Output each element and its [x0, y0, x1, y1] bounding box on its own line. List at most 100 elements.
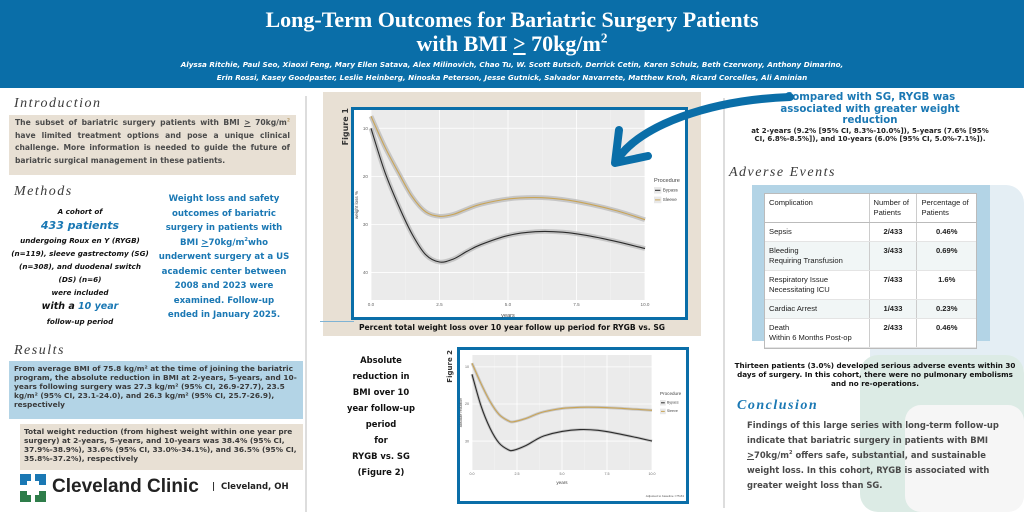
complication-name: Sepsis: [769, 227, 792, 236]
adverse-events-heading: Adverse Events: [729, 165, 836, 180]
percentage-cell: 0.69%: [916, 241, 976, 271]
number-cell: 1/433: [869, 299, 918, 319]
complication-name: Cardiac Arrest: [769, 304, 818, 313]
intro-text: >: [244, 118, 251, 127]
location-text: Cleveland, OH: [221, 482, 289, 492]
percentage-cell: 0.46%: [916, 222, 976, 242]
fig-line-decor: [320, 321, 354, 322]
column-divider: [723, 98, 725, 508]
methods-text: >: [201, 237, 209, 248]
figure2-side-text: Absolute reduction in BMI over 10 year f…: [340, 352, 422, 480]
cohort-text: with a: [41, 301, 79, 312]
logo-text: Cleveland Clinic: [52, 476, 199, 497]
title-part: 2: [600, 30, 608, 46]
complication-detail: Requiring Transfusion: [769, 256, 843, 265]
figure-label: Figure 2: [446, 350, 454, 383]
figure1-caption: Percent total weight loss over 10 year f…: [358, 323, 666, 332]
methods-cohort: A cohort of 433 patients undergoing Roux…: [10, 205, 150, 328]
adverse-events-note: Thirteen patients (3.0%) developed serio…: [734, 361, 1016, 388]
methods-text: Weight loss and safety outcomes of baria…: [165, 194, 283, 248]
table-row: Death Within 6 Months Post-op 2/433 0.46%: [765, 318, 976, 348]
column-header: Number of Patients: [869, 194, 918, 223]
complication-detail: Necessitating ICU: [769, 285, 830, 294]
figure2-frame: [457, 347, 689, 504]
methods-summary: Weight loss and safety outcomes of baria…: [158, 192, 290, 323]
conclusion-part: Findings of this large series with long-…: [747, 420, 999, 445]
cohort-followup: with a 10 year: [10, 299, 150, 315]
authors-line: Alyssa Ritchie, Paul Seo, Xiaoxi Feng, M…: [180, 60, 844, 69]
number-cell: 2/433: [869, 318, 918, 348]
fig2-text: year follow-up: [347, 403, 415, 413]
comparison-callout: Compared with SG, RYGB was associated wi…: [748, 92, 992, 144]
cohort-patients: 433 patients: [40, 219, 120, 232]
table-row: Sepsis 2/433 0.46%: [765, 222, 976, 242]
adverse-events-table: Complication Number of Patients Percenta…: [764, 193, 977, 349]
results-weight-box: Total weight reduction (from highest wei…: [20, 424, 303, 470]
conclusion-heading: Conclusion: [737, 398, 819, 413]
cohort-text: A cohort of: [57, 207, 103, 216]
cleveland-clinic-logo: Cleveland Clinic | Cleveland, OH: [20, 474, 290, 504]
cohort-text: follow-up period: [46, 317, 114, 326]
complication-cell: Sepsis: [765, 222, 870, 242]
fig2-text: for: [374, 435, 388, 445]
methods-text: 2: [244, 236, 249, 243]
fig2-text: BMI over 10: [352, 387, 410, 397]
complication-name: Bleeding: [769, 246, 799, 255]
intro-text: The subset of bariatric surgery patients…: [15, 118, 245, 127]
decorative-logo-square: [905, 405, 1024, 512]
figure1-frame: [351, 107, 688, 320]
column-divider: [305, 96, 307, 512]
title-line-2: with BMI > 70kg/m2: [0, 32, 1024, 56]
methods-text: 70kg/m: [208, 237, 245, 248]
introduction-heading: Introduction: [14, 96, 102, 111]
cohort-details: undergoing Roux en Y (RYGB) (n=119), sle…: [11, 236, 149, 284]
methods-heading: Methods: [14, 184, 73, 199]
number-cell: 3/433: [869, 241, 918, 271]
complication-name: Death: [769, 323, 790, 332]
table-row: Bleeding Requiring Transfusion 3/433 0.69%: [765, 241, 976, 271]
title-part: 70kg/m: [525, 31, 601, 56]
number-cell: 2/433: [869, 222, 918, 242]
complication-detail: Within 6 Months Post-op: [769, 333, 852, 342]
title-line-1: Long-Term Outcomes for Bariatric Surgery…: [265, 7, 759, 32]
authors-line: Erin Rossi, Kasey Goodpaster, Leslie Hei…: [216, 73, 808, 82]
conclusion-text: Findings of this large series with long-…: [747, 418, 1013, 493]
complication-cell: Cardiac Arrest: [765, 299, 870, 319]
fig2-text: RYGB vs. SG: [352, 451, 410, 461]
percentage-cell: 0.23%: [916, 299, 976, 319]
column-header: Percentage of Patients: [916, 194, 976, 223]
complication-cell: Bleeding Requiring Transfusion: [765, 241, 870, 271]
fig2-text: reduction in: [352, 371, 410, 381]
poster-header: Long-Term Outcomes for Bariatric Surgery…: [0, 0, 1024, 88]
authors: Alyssa Ritchie, Paul Seo, Xiaoxi Feng, M…: [60, 58, 964, 84]
conclusion-part: >: [747, 450, 755, 460]
cohort-years: 10 year: [78, 301, 119, 312]
title-part: >: [513, 31, 526, 56]
title-part: with BMI: [416, 31, 514, 56]
cleveland-clinic-logo-icon: [20, 474, 46, 502]
introduction-box: The subset of bariatric surgery patients…: [9, 115, 296, 175]
complication-cell: Death Within 6 Months Post-op: [765, 318, 870, 348]
intro-text: 70kg/m: [250, 118, 287, 127]
column-header: Complication: [765, 194, 870, 223]
percentage-cell: 0.46%: [916, 318, 976, 348]
results-heading: Results: [14, 343, 65, 358]
fig2-text: (Figure 2): [357, 467, 405, 477]
table-row: Cardiac Arrest 1/433 0.23%: [765, 299, 976, 319]
fig2-text: period: [365, 419, 397, 429]
complication-cell: Respiratory Issue Necessitating ICU: [765, 270, 870, 300]
intro-text: 2: [286, 118, 290, 124]
poster-title: Long-Term Outcomes for Bariatric Surgery…: [0, 8, 1024, 56]
conclusion-part: 2: [789, 450, 793, 457]
callout-detail: at 2-years (9.2% [95% CI, 8.3%-10.0%]), …: [751, 126, 989, 144]
intro-text: have limited treatment options and pose …: [15, 130, 290, 165]
percentage-cell: 1.6%: [916, 270, 976, 300]
methods-text: who underwent surgery at a US academic c…: [158, 237, 290, 321]
conclusion-part: offers safe, substantial, and sustainabl…: [747, 450, 990, 490]
results-bmi-box: From average BMI of 75.8 kg/m² at the ti…: [9, 361, 303, 419]
table-row: Respiratory Issue Necessitating ICU 7/433 1…: [765, 270, 976, 300]
cohort-text: were included: [51, 288, 109, 297]
logo-location: | Cleveland, OH: [212, 482, 289, 492]
complication-name: Respiratory Issue: [769, 275, 829, 284]
callout-headline: Compared with SG, RYGB was associated wi…: [780, 92, 960, 126]
